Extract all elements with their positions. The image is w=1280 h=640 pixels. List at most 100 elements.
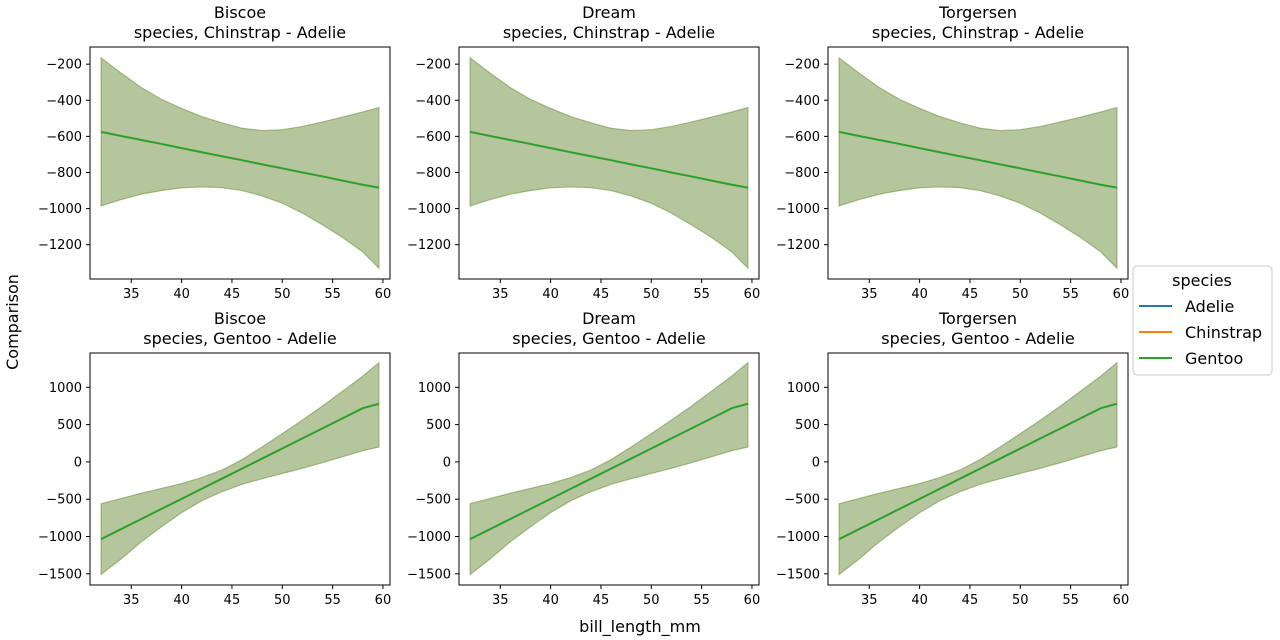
x-tick-label: 60 [1113,593,1130,608]
y-tick-label: 0 [74,455,82,470]
y-tick-label: −1000 [407,202,451,217]
x-tick-label: 45 [224,593,241,608]
y-tick-label: −200 [784,58,820,73]
x-tick-label: 50 [643,287,660,302]
x-tick-label: 35 [861,287,878,302]
x-tick-label: 40 [542,593,559,608]
x-tick-label: 55 [693,287,710,302]
x-tick-label: 50 [1012,593,1029,608]
x-tick-label: 60 [375,593,392,608]
axes-frame [827,46,1129,280]
y-tick-label: −1200 [776,238,820,253]
legend-label: Chinstrap [1185,323,1262,342]
x-tick-label: 50 [274,593,291,608]
y-tick-label: −1500 [776,567,820,582]
x-tick-label: 40 [911,593,928,608]
panels: 35 40 45 50 55 60 −1200 −1000 −800 −600 −400 −200 Bi… [38,3,1129,608]
x-tick-label: 35 [861,593,878,608]
x-tick-label: 45 [593,593,610,608]
x-tick-label: 60 [744,593,761,608]
y-tick-label: 500 [426,418,451,433]
y-axis-label: Comparison [3,274,22,370]
x-tick-label: 60 [375,287,392,302]
x-tick-label: 60 [1113,287,1130,302]
y-tick-label: 0 [812,455,820,470]
y-tick-label: −400 [415,94,451,109]
y-tick-label: −1500 [407,567,451,582]
x-tick-label: 45 [962,287,979,302]
confidence-band [100,56,380,270]
x-tick-label: 55 [693,593,710,608]
y-tick-label: −600 [784,130,820,145]
estimate-line [838,402,1118,541]
panel-title-island: Dream [582,3,636,22]
x-tick-label: 35 [492,593,509,608]
x-tick-label: 40 [542,287,559,302]
x-tick-label: 45 [224,287,241,302]
y-tick-label: −600 [415,130,451,145]
confidence-band [469,56,749,270]
y-tick-label: 500 [795,418,820,433]
x-tick-label: 50 [274,287,291,302]
panel-title-island: Dream [582,309,636,328]
x-tick-label: 50 [1012,287,1029,302]
panel-dream-row-2: 35 40 45 50 55 60 −1500 −1000 −500 0 500 1000 Dreams… [407,309,760,608]
x-tick-label: 60 [744,287,761,302]
y-tick-label: −200 [46,58,82,73]
panel-biscoe-row-1: 35 40 45 50 55 60 −1200 −1000 −800 −600 −400 −200 Bi… [38,3,391,302]
x-tick-label: 55 [324,593,341,608]
y-tick-label: 0 [443,455,451,470]
axes-frame [89,352,391,586]
y-tick-label: −800 [46,166,82,181]
panel-title-island: Torgersen [938,309,1017,328]
panel-title-island: Biscoe [214,309,266,328]
y-tick-label: 1000 [787,381,820,396]
y-tick-label: −500 [415,493,451,508]
panel-title-comparison: species, Gentoo - Adelie [881,329,1075,348]
y-tick-label: −1000 [776,202,820,217]
x-tick-label: 40 [173,287,190,302]
y-tick-label: −500 [46,493,82,508]
confidence-band [838,56,1118,270]
y-tick-label: −1000 [38,202,82,217]
x-tick-label: 35 [492,287,509,302]
panel-torgersen-row-1: 35 40 45 50 55 60 −1200 −1000 −800 −600 −400 −200 To… [776,3,1129,302]
legend-title: species [1172,271,1232,290]
panel-title-comparison: species, Chinstrap - Adelie [134,23,346,42]
axes-frame [458,46,760,280]
x-axis-label: bill_length_mm [579,617,701,637]
y-tick-label: −800 [784,166,820,181]
estimate-line [469,402,749,541]
y-tick-label: −1200 [38,238,82,253]
panel-title-island: Torgersen [938,3,1017,22]
x-tick-label: 55 [1062,593,1079,608]
y-tick-label: −1500 [38,567,82,582]
y-tick-label: −800 [415,166,451,181]
estimate-line [100,130,380,189]
legend-entry-chinstrap: Chinstrap [1139,323,1262,342]
x-tick-label: 45 [593,287,610,302]
y-tick-label: 1000 [49,381,82,396]
panel-biscoe-row-2: 35 40 45 50 55 60 −1500 −1000 −500 0 500 1000 Biscoe… [38,309,391,608]
legend-entry-adelie: Adelie [1139,297,1234,316]
y-tick-label: −1000 [776,530,820,545]
estimate-line [469,130,749,189]
y-tick-label: −200 [415,58,451,73]
x-tick-label: 40 [173,593,190,608]
legend-entries: Adelie Chinstrap Gentoo [1139,297,1262,368]
panel-torgersen-row-2: 35 40 45 50 55 60 −1500 −1000 −500 0 500 1000 Torger… [776,309,1129,608]
axes-frame [89,46,391,280]
legend-frame [1132,265,1273,376]
y-tick-label: 500 [57,418,82,433]
axes-frame [458,352,760,586]
x-tick-label: 40 [911,287,928,302]
y-tick-label: −1000 [407,530,451,545]
legend: species Adelie Chinstrap Gentoo [1132,265,1273,376]
estimate-line [838,130,1118,189]
x-tick-label: 45 [962,593,979,608]
legend-entry-gentoo: Gentoo [1139,349,1243,368]
y-tick-label: −1200 [407,238,451,253]
estimate-line [100,402,380,541]
y-tick-label: −1000 [38,530,82,545]
